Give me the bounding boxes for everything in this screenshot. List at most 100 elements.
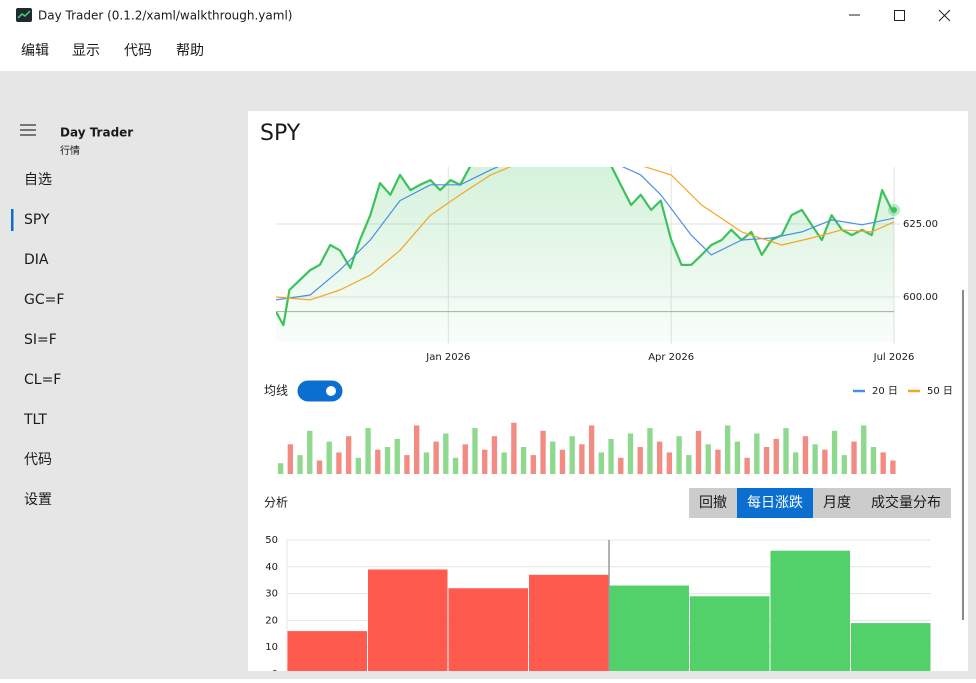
x-tick-label: Jan 2026 xyxy=(425,352,470,363)
volume-bar xyxy=(540,430,546,474)
volume-bar xyxy=(472,428,478,474)
last-point xyxy=(891,206,897,213)
volume-bar xyxy=(443,433,449,474)
histogram-bar xyxy=(770,550,850,671)
hamburger[interactable] xyxy=(20,124,36,136)
histogram-bar xyxy=(368,569,448,671)
nav-item[interactable]: TLT xyxy=(23,412,47,428)
y-tick-label: 600.00 xyxy=(903,292,938,303)
volume-bar xyxy=(802,436,809,474)
close[interactable] xyxy=(938,9,951,22)
histogram-bar xyxy=(851,623,931,671)
nav-item[interactable]: 自选 xyxy=(24,172,52,188)
volume-bar xyxy=(725,425,731,474)
tab-label: 月度 xyxy=(823,495,851,511)
tab-label: 每日涨跌 xyxy=(747,495,803,511)
volume-bar xyxy=(404,455,410,474)
x-tick-label: Jul 2026 xyxy=(873,352,915,363)
volume-bar xyxy=(482,449,488,474)
volume-bar xyxy=(345,436,352,474)
volume-bar xyxy=(773,438,779,474)
tab-label: 回撤 xyxy=(699,495,727,511)
volume-bar xyxy=(763,447,770,474)
volume-bar xyxy=(287,444,294,474)
tab-label: 成交量分布 xyxy=(871,494,941,511)
volume-bar xyxy=(375,449,381,474)
window-title: Day Trader (0.1.2/xaml/walkthrough.yaml) xyxy=(38,9,292,23)
maximize[interactable] xyxy=(894,10,905,21)
app-subtitle: 行情 xyxy=(60,144,80,157)
volume-bar xyxy=(520,447,527,474)
volume-bar xyxy=(414,425,420,474)
volume-bar xyxy=(783,428,789,474)
histogram: 0 10 20 30 40 50 xyxy=(265,535,931,671)
tab[interactable] xyxy=(689,488,737,518)
y-tick-label: 10 xyxy=(265,642,278,653)
volume-bar xyxy=(793,452,799,474)
volume-bar xyxy=(841,455,847,474)
volume-bar xyxy=(326,441,332,474)
volume-bar xyxy=(822,449,828,474)
volume-bar xyxy=(686,455,692,474)
page-title: SPY xyxy=(260,121,301,146)
toggle-knob xyxy=(326,386,336,396)
histogram-bar xyxy=(609,585,689,671)
volume-bar xyxy=(637,447,643,474)
nav-item[interactable]: SI=F xyxy=(24,332,57,348)
menu-item[interactable]: 编辑 xyxy=(21,43,49,59)
volume-bar xyxy=(754,433,760,474)
volume-bar xyxy=(491,436,498,474)
menu-bar xyxy=(0,30,976,71)
volume-bar xyxy=(316,460,323,474)
tab[interactable] xyxy=(861,488,951,518)
volume-bar xyxy=(744,457,750,474)
volume-bar xyxy=(598,452,605,474)
legend-label: 20 日 xyxy=(872,386,898,397)
y-tick-label: 625.00 xyxy=(903,219,938,230)
y-tick-label: 20 xyxy=(265,615,278,626)
volume-bar xyxy=(618,457,624,474)
nav-item[interactable]: GC=F xyxy=(24,292,64,308)
histogram-bar xyxy=(690,596,770,671)
volume-bar xyxy=(588,425,595,474)
volume-bar xyxy=(277,463,284,474)
volume-bar xyxy=(734,441,741,474)
analysis-label: 分析 xyxy=(264,496,288,510)
volume-bar xyxy=(695,430,702,474)
price-line xyxy=(276,167,894,327)
tab[interactable] xyxy=(737,488,813,518)
volume-bar xyxy=(501,452,507,474)
histogram-bar xyxy=(448,588,528,671)
volume-bar xyxy=(812,444,818,474)
nav-item[interactable]: CL=F xyxy=(24,372,61,388)
volume-bar xyxy=(656,441,663,474)
x-tick-label: Apr 2026 xyxy=(648,352,694,363)
volume-bar xyxy=(647,428,653,474)
menu-item[interactable]: 帮助 xyxy=(176,43,204,59)
nav-item[interactable]: 设置 xyxy=(24,492,52,508)
volume-bar xyxy=(890,460,896,474)
volume-bar xyxy=(384,447,391,474)
nav-item[interactable]: SPY xyxy=(24,212,50,228)
volume-bar xyxy=(433,441,439,474)
volume-bar xyxy=(569,436,575,474)
volume-bar xyxy=(608,438,614,474)
ma-line xyxy=(276,167,895,301)
nav-item[interactable]: DIA xyxy=(24,252,49,268)
volume-bar xyxy=(307,430,313,474)
app-icon-line xyxy=(17,10,31,19)
volume-bar xyxy=(579,444,585,474)
volume-bar xyxy=(705,444,711,474)
volume-bar xyxy=(550,441,556,474)
volume-bar xyxy=(627,433,634,474)
menu-item[interactable]: 显示 xyxy=(72,43,100,59)
y-tick-label: 50 xyxy=(265,535,278,546)
nav-item[interactable]: 代码 xyxy=(24,452,52,468)
volume-bar xyxy=(831,430,838,474)
volume-bar xyxy=(297,455,303,474)
tab[interactable] xyxy=(813,488,861,518)
menu-item[interactable]: 代码 xyxy=(124,43,152,59)
volume-bar xyxy=(511,422,517,474)
volume-bar xyxy=(666,452,673,474)
